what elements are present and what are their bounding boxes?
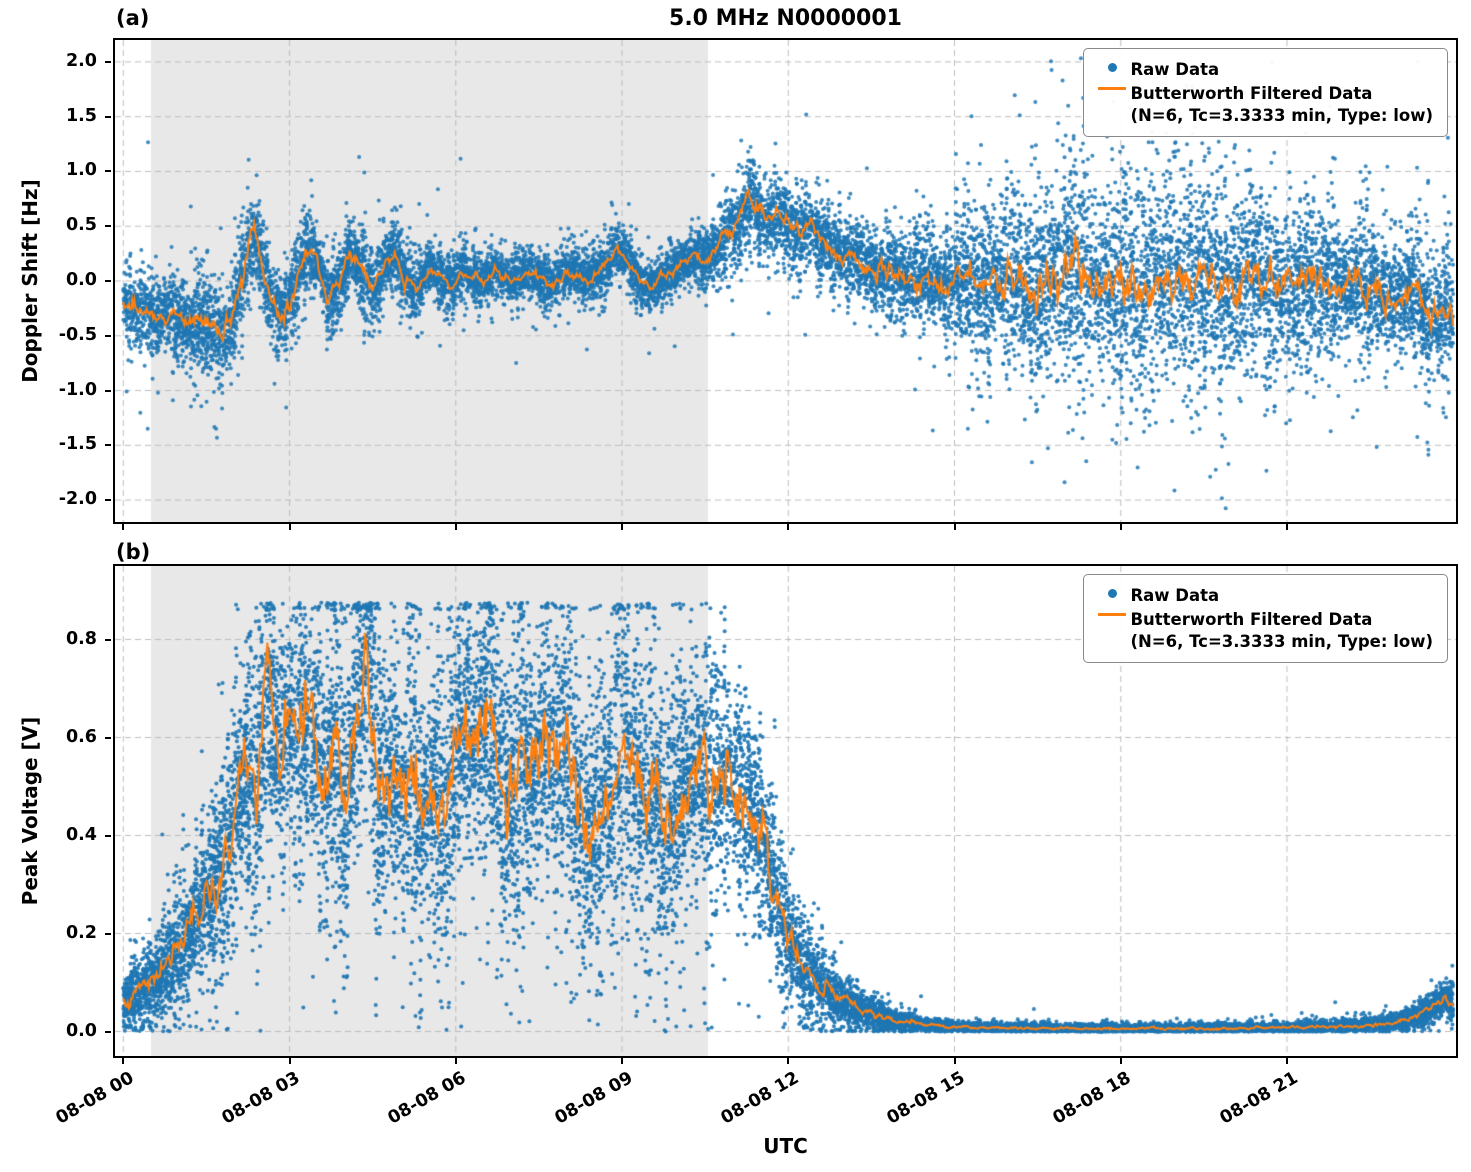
y-tick-mark [105,932,111,935]
legend-filtered-entry: Butterworth Filtered Data (N=6, Tc=3.333… [1094,609,1433,653]
legend-raw-entry: Raw Data [1094,59,1433,81]
y-tick-mark [105,334,111,337]
x-tick-label: 08-08 21 [1216,1068,1301,1129]
y-tick-label: 0.0 [65,1020,97,1041]
x-tick-label: 08-08 03 [218,1068,304,1129]
y-tick-label: 1.5 [65,105,97,126]
legend-filtered-params: (N=6, Tc=3.3333 min, Type: low) [1130,631,1433,651]
x-tick-mark [787,1058,790,1064]
y-tick-label: 1.0 [65,160,97,181]
x-tick-mark [1119,1058,1122,1064]
legend-raw-entry: Raw Data [1094,585,1433,607]
y-tick-label: 0.8 [65,628,97,649]
legend-filtered-label: Butterworth Filtered Data (N=6, Tc=3.333… [1130,83,1433,127]
x-tick-mark [454,1058,457,1064]
x-tick-mark [787,524,790,530]
y-tick-label: 0.6 [65,726,97,747]
legend-b: Raw Data Butterworth Filtered Data (N=6,… [1083,574,1448,664]
panel-a-label: (a) [116,6,150,30]
legend-a: Raw Data Butterworth Filtered Data (N=6,… [1083,48,1448,138]
x-tick-label: 08-08 09 [551,1068,637,1129]
y-tick-mark [105,834,111,837]
legend-filtered-params: (N=6, Tc=3.3333 min, Type: low) [1130,105,1433,125]
legend-raw-label: Raw Data [1130,586,1220,605]
x-tick-mark [1285,1058,1288,1064]
raw-data-dot-icon [1094,63,1130,72]
x-tick-mark [288,524,291,530]
legend-raw-label: Raw Data [1130,60,1220,79]
y-tick-mark [105,170,111,173]
y-tick-mark [105,638,111,641]
y-tick-label: 2.0 [65,50,97,71]
y-tick-label: 0.2 [65,922,97,943]
y-tick-label: 0.0 [65,270,97,290]
x-tick-mark [288,1058,291,1064]
x-tick-mark [953,1058,956,1064]
y-tick-mark [105,280,111,282]
y-tick-mark [105,389,111,392]
x-tick-mark [1119,524,1122,530]
raw-data-dot-icon [1094,589,1130,598]
legend-filtered-title: Butterworth Filtered Data [1130,609,1373,629]
x-tick-label: 08-08 06 [384,1068,470,1129]
x-tick-mark [122,1058,125,1064]
filtered-line-icon [1094,612,1130,616]
x-tick-mark [621,1058,624,1064]
x-tick-label: 08-08 12 [717,1068,803,1129]
x-axis-label: UTC [763,1134,808,1158]
y-tick-mark [105,115,111,118]
panel-b-label: (b) [116,540,151,564]
x-tick-label: 08-08 15 [883,1068,969,1129]
y-tick-mark [105,1030,111,1033]
y-tick-label: -1.5 [58,434,97,455]
x-tick-mark [621,524,624,530]
legend-filtered-entry: Butterworth Filtered Data (N=6, Tc=3.333… [1094,83,1433,127]
y-tick-mark [105,499,111,502]
y-tick-mark [105,60,111,63]
legend-filtered-label: Butterworth Filtered Data (N=6, Tc=3.333… [1130,609,1433,653]
x-tick-mark [122,524,125,530]
y-tick-label: -2.0 [58,489,97,510]
y-tick-label: -1.0 [58,379,97,400]
legend-filtered-title: Butterworth Filtered Data [1130,83,1373,103]
peak-voltage-plot: Raw Data Butterworth Filtered Data (N=6,… [113,564,1458,1058]
x-tick-mark [953,524,956,530]
doppler-shift-plot: Raw Data Butterworth Filtered Data (N=6,… [113,38,1458,524]
x-tick-label: 08-08 18 [1049,1068,1135,1129]
chart-title: 5.0 MHz N0000001 [669,6,902,31]
filtered-line-icon [1094,86,1130,90]
x-tick-label: 08-08 00 [52,1068,138,1129]
x-tick-mark [454,524,457,530]
y-tick-label: -0.5 [58,324,97,345]
y-tick-mark [105,444,111,447]
y-tick-label: 0.4 [65,824,97,845]
y-tick-mark [105,736,111,739]
x-tick-mark [1285,524,1288,530]
y-tick-label: 0.5 [65,215,97,236]
y-tick-mark [105,225,111,228]
